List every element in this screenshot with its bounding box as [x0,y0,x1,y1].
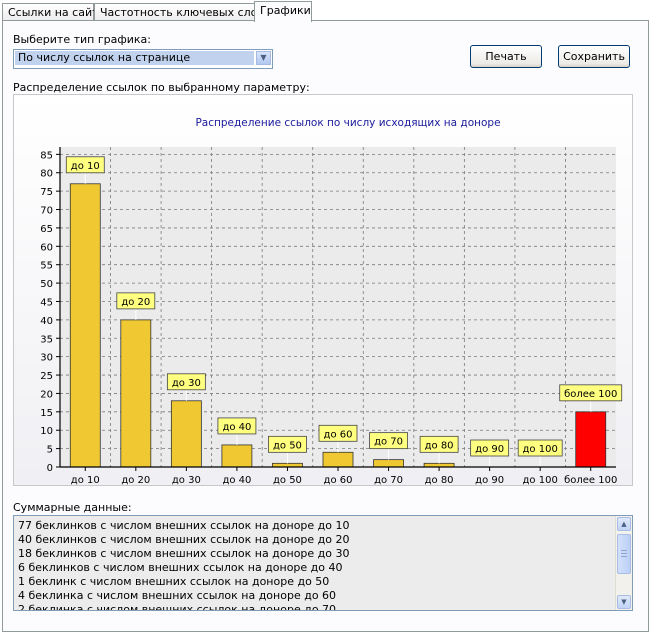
y-tick-label: 10 [40,426,53,437]
data-label-box [116,292,156,310]
data-label-box [65,156,105,174]
x-tick-label: до 50 [273,475,302,485]
distribution-label: Распределение ссылок по выбранному парам… [13,81,310,94]
summary-line: 6 беклинков с числом внешних ссылок на д… [18,561,343,574]
chart-type-value: По числу ссылок на странице [15,51,254,65]
x-tick-label: до 100 [523,475,558,485]
data-label-box [166,373,206,391]
y-tick-label: 50 [40,279,53,290]
tab-charts[interactable]: Графики [254,1,312,22]
y-tick-label: 40 [40,316,53,327]
y-tick-label: 70 [40,206,53,217]
print-button[interactable]: Печать [470,45,542,68]
bar-chart: Распределение ссылок по числу исходящих … [40,117,623,486]
chart-type-label: Выберите тип графика: [13,33,151,46]
data-label: до 100 [523,444,558,455]
x-tick-label: до 60 [324,475,353,485]
summary-line: 2 беклинка с числом внешних ссылок на до… [18,603,337,611]
bar [575,411,607,468]
x-tick-label: до 80 [425,475,454,485]
y-tick-label: 60 [40,242,53,253]
summary-textbox[interactable]: 77 беклинков с числом внешних ссылок на … [13,515,633,611]
x-tick-label: до 30 [172,475,201,485]
y-tick-label: 55 [40,261,53,272]
y-tick-label: 75 [40,187,53,198]
x-tick-label: до 20 [121,475,150,485]
chart-title: Распределение ссылок по числу исходящих … [195,117,500,129]
data-label: до 10 [71,161,100,172]
chart-type-select[interactable]: По числу ссылок на странице ▼ [13,49,273,69]
chart-area: Распределение ссылок по числу исходящих … [13,94,633,486]
data-label: до 30 [172,378,201,389]
y-tick-label: 20 [40,389,53,400]
x-tick-label: до 40 [222,475,251,485]
data-label: до 40 [222,422,251,433]
data-label: до 60 [324,429,353,440]
summary-line: 40 беклинков с числом внешних ссылок на … [18,533,350,546]
y-tick-label: 80 [40,169,53,180]
bar [120,319,152,468]
scroll-up-icon[interactable]: ▲ [617,517,631,531]
data-label: до 20 [121,297,150,308]
x-tick-label: до 90 [475,475,504,485]
y-tick-label: 0 [47,463,53,474]
summary-line: 18 беклинков с числом внешних ссылок на … [18,547,350,560]
x-tick-label: до 10 [71,475,100,485]
data-label-box [470,439,510,457]
data-label-box [559,384,623,402]
y-tick-label: 65 [40,224,53,235]
tab-keyword-frequency[interactable]: Частотность ключевых слов [94,3,264,21]
summary-label: Суммарные данные: [13,501,132,514]
data-label-box [419,435,459,453]
data-label: до 70 [374,437,403,448]
y-tick-label: 85 [40,150,53,161]
charts-panel: Выберите тип графика: По числу ссылок на… [2,20,649,632]
data-label: до 90 [475,444,504,455]
y-tick-label: 25 [40,371,53,382]
y-tick-label: 35 [40,334,53,345]
data-label-box [217,417,257,435]
data-label-box [268,435,307,453]
y-tick-label: 45 [40,297,53,308]
scroll-thumb[interactable] [617,534,631,574]
data-label-box [517,439,563,457]
save-button[interactable]: Сохранить [558,45,630,68]
data-label: до 80 [425,440,454,451]
data-label: до 50 [273,440,302,451]
scroll-down-icon[interactable]: ▼ [617,595,631,609]
bar [373,459,404,468]
bar [170,400,202,468]
x-tick-label: до 70 [374,475,403,485]
data-label-box [369,432,408,450]
bar [322,451,354,468]
x-tick-label: более 100 [564,475,617,485]
y-tick-label: 15 [40,408,53,419]
data-label: более 100 [564,389,617,400]
y-tick-label: 30 [40,353,53,364]
tab-links-to-site[interactable]: Ссылки на сайт [2,3,99,21]
summary-line: 77 беклинков с числом внешних ссылок на … [18,519,350,532]
data-label-box [318,424,358,442]
chevron-down-icon[interactable]: ▼ [256,51,271,65]
summary-line: 4 беклинка с числом внешних ссылок на до… [18,589,337,602]
y-tick-label: 5 [47,445,53,456]
bar [221,444,253,468]
bar [69,183,101,468]
summary-scrollbar[interactable]: ▲ ▼ [615,516,632,610]
summary-line: 1 беклинк с числом внешних ссылок на дон… [18,575,330,588]
